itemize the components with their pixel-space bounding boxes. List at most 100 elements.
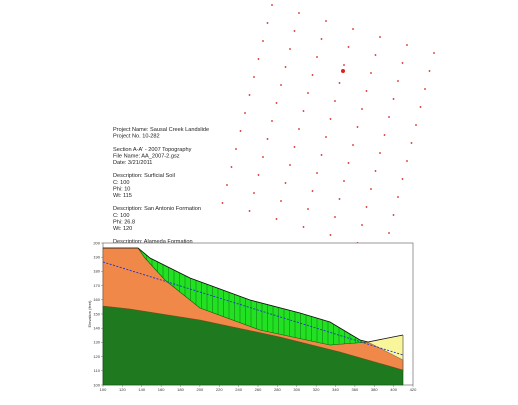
slip-center (257, 58, 260, 60)
y-tick-label: 170 (93, 283, 100, 288)
slip-center (415, 124, 417, 126)
info-line: File Name: AA_2007-2.gsz (113, 153, 180, 159)
slip-center (235, 148, 237, 150)
slip-center (419, 106, 422, 108)
slip-center (302, 110, 305, 112)
slip-center (392, 214, 395, 216)
slip-center (271, 120, 273, 122)
slip-center (383, 134, 386, 136)
x-tick-label: 160 (158, 387, 165, 392)
slip-center (248, 210, 251, 212)
slip-center (379, 152, 381, 154)
slip-center (289, 164, 291, 166)
slip-center (275, 218, 278, 220)
y-tick-label: 110 (94, 368, 101, 373)
slip-center (347, 46, 350, 48)
info-line: Phi: 26.8 (113, 219, 135, 225)
info-line: Description: Surficial Soil (113, 173, 175, 179)
slip-center (311, 190, 314, 192)
critical-center (341, 69, 345, 73)
slip-center (401, 62, 404, 64)
slip-center (266, 138, 269, 140)
x-tick-label: 200 (197, 387, 204, 392)
info-line: Phi: 10 (113, 186, 130, 192)
x-tick-label: 300 (293, 387, 300, 392)
slip-center (343, 180, 345, 182)
slip-center (302, 226, 305, 228)
y-tick-label: 190 (93, 255, 100, 260)
slip-center (334, 100, 336, 102)
slip-center (424, 88, 426, 90)
x-tick-label: 420 (410, 387, 417, 392)
cross-section (102, 242, 414, 386)
slip-center (361, 108, 363, 110)
info-line: Project No. 10-282 (113, 134, 160, 140)
info-line: Wt: 115 (113, 193, 132, 199)
slip-center (325, 20, 327, 22)
y-tick-label: 100 (93, 382, 100, 387)
slip-center (248, 94, 251, 96)
x-tick-label: 280 (274, 387, 281, 392)
slip-center (320, 38, 323, 40)
x-tick-label: 400 (390, 387, 397, 392)
info-line: Description: San Antonio Formation (113, 206, 201, 212)
slip-center (253, 76, 255, 78)
slip-center (370, 188, 372, 190)
slip-center (329, 234, 332, 236)
y-tick-label: 140 (93, 326, 100, 331)
x-tick-label: 320 (313, 387, 320, 392)
slip-center (307, 92, 309, 94)
slip-center (374, 54, 377, 56)
slip-center (280, 200, 282, 202)
slip-center (284, 66, 287, 68)
slip-center (406, 160, 408, 162)
y-tick-label: 180 (93, 269, 100, 274)
slip-center (365, 90, 368, 92)
slip-center (316, 172, 318, 174)
slip-center (343, 64, 345, 66)
y-tick-label: 120 (93, 354, 100, 359)
slip-center (230, 166, 233, 168)
slip-center (338, 82, 341, 84)
slip-center (361, 224, 363, 226)
slip-center (388, 116, 390, 118)
y-tick-label: 130 (93, 340, 100, 345)
slip-center (352, 28, 354, 30)
info-line: C: 100 (113, 180, 129, 186)
x-tick-label: 380 (371, 387, 378, 392)
slip-center (374, 170, 377, 172)
info-line: Project Name: Sausal Creek Landslide (113, 127, 209, 133)
slip-center (271, 4, 273, 6)
slip-center (316, 56, 318, 58)
slip-center (428, 70, 431, 72)
slip-center (239, 130, 242, 132)
x-tick-label: 260 (255, 387, 262, 392)
slip-center (253, 192, 255, 194)
slip-center (293, 146, 296, 148)
slip-center (307, 208, 309, 210)
slip-center (280, 84, 282, 86)
slip-center (221, 202, 224, 204)
x-tick-label: 360 (352, 387, 359, 392)
slip-center (289, 48, 291, 50)
slip-center (329, 118, 332, 120)
x-tick-label: 220 (216, 387, 223, 392)
slip-center (298, 128, 300, 130)
info-line: C: 100 (113, 213, 129, 219)
slip-center (365, 206, 368, 208)
slip-center (244, 112, 246, 114)
info-line: Date: 3/21/2011 (113, 160, 152, 166)
info-line: Description: Alameda Formation (113, 239, 193, 245)
slip-center (410, 142, 413, 144)
info-block: Project Name: Sausal Creek LandslideProj… (113, 127, 209, 252)
slip-center-grid (221, 4, 435, 252)
x-tick-label: 340 (332, 387, 339, 392)
info-line: Section A-A' - 2007 Topography (113, 147, 192, 153)
slip-center (334, 216, 336, 218)
slip-center (397, 80, 399, 82)
slip-center (401, 178, 404, 180)
info-line: Wt: 120 (113, 226, 132, 232)
slip-center (262, 40, 264, 42)
slip-center (379, 36, 381, 38)
